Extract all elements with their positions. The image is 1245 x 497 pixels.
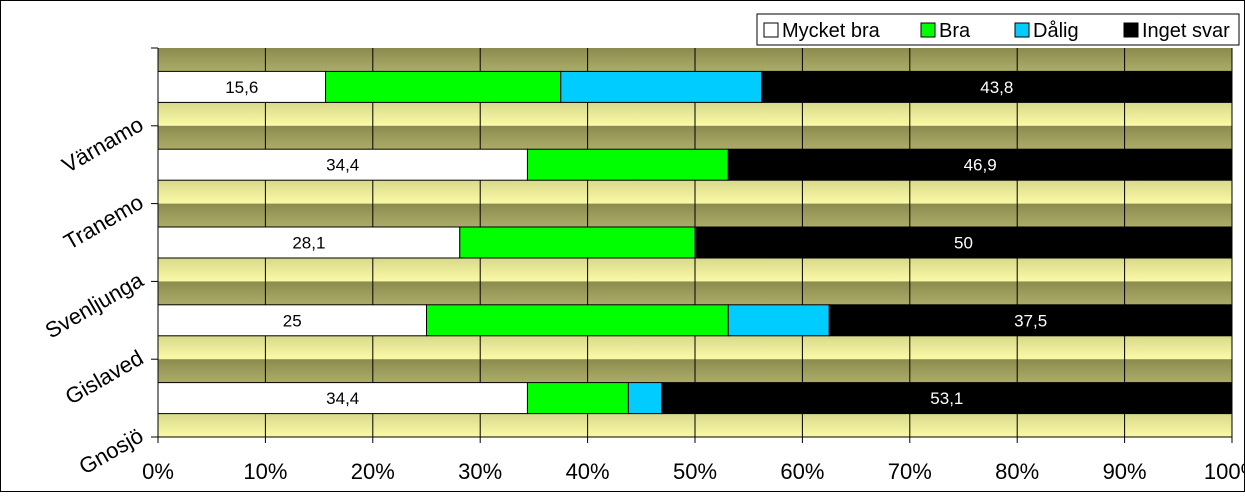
legend-label: Mycket bra <box>782 20 881 42</box>
bar-segment <box>325 70 562 103</box>
legend-label: Bra <box>939 20 971 42</box>
data-label: 34,4 <box>326 156 359 175</box>
bar-segment <box>157 382 528 415</box>
data-label: 43,8 <box>980 78 1013 97</box>
bar-segment <box>694 226 1233 259</box>
bar-segment <box>661 382 1233 415</box>
bar-segment <box>459 226 696 259</box>
x-tick-label: 40% <box>566 459 610 484</box>
x-tick-label: 100% <box>1204 459 1245 484</box>
x-tick-label: 0% <box>142 459 174 484</box>
data-label: 46,9 <box>964 156 997 175</box>
x-tick-label: 20% <box>351 459 395 484</box>
bar-segment <box>526 148 729 181</box>
legend-swatch <box>920 22 936 38</box>
x-tick-label: 60% <box>780 459 824 484</box>
bar-segment <box>560 70 763 103</box>
data-label: 37,5 <box>1014 311 1047 330</box>
bar-segment <box>426 304 729 337</box>
bar-segment <box>157 148 528 181</box>
legend-swatch <box>1123 22 1139 38</box>
x-tick-label: 80% <box>995 459 1039 484</box>
legend-swatch <box>763 22 779 38</box>
x-tick-label: 30% <box>458 459 502 484</box>
x-tick-label: 50% <box>673 459 717 484</box>
legend-swatch <box>1014 22 1030 38</box>
legend-box <box>756 13 1240 46</box>
bar-segment <box>727 304 830 337</box>
bar-segment <box>761 70 1233 103</box>
x-tick-label: 90% <box>1103 459 1147 484</box>
x-tick-label: 10% <box>243 459 287 484</box>
bar-segment <box>526 382 629 415</box>
bar-segment <box>157 304 427 337</box>
data-label: 53,1 <box>930 389 963 408</box>
bars: 15,6 43,8 34,4 46,9 28,1 50 25 37,5 34,4 53,1 <box>157 70 1233 415</box>
legend-label: Inget svar <box>1142 20 1230 42</box>
bar-segment <box>627 382 663 415</box>
data-label: 34,4 <box>326 389 359 408</box>
data-label: 50 <box>954 234 973 253</box>
legend-label: Dålig <box>1033 20 1079 42</box>
data-label: 25 <box>283 311 302 330</box>
bar-segment <box>157 226 461 259</box>
bar-segment <box>727 148 1233 181</box>
x-tick-label: 70% <box>888 459 932 484</box>
data-label: 15,6 <box>225 78 258 97</box>
legend: Mycket bra Bra Dålig Inget svar <box>756 13 1240 46</box>
bar-segment <box>828 304 1233 337</box>
data-label: 28,1 <box>292 234 325 253</box>
